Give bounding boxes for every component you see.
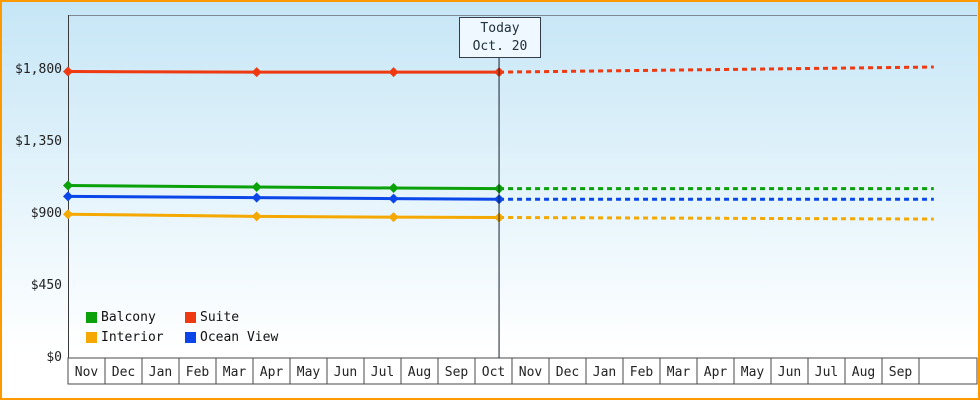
legend-item-suite: Suite xyxy=(185,310,278,325)
y-tick-label-900: $900 xyxy=(30,206,62,221)
legend-item-balcony: Balcony xyxy=(86,310,183,325)
svg-text:Feb: Feb xyxy=(630,365,654,380)
svg-text:Jul: Jul xyxy=(815,365,838,380)
svg-text:Jan: Jan xyxy=(593,365,616,380)
svg-text:Dec: Dec xyxy=(112,365,135,380)
svg-text:Aug: Aug xyxy=(852,365,875,380)
svg-text:Aug: Aug xyxy=(408,365,431,380)
svg-text:Jun: Jun xyxy=(334,365,357,380)
y-tick-label-450: $450 xyxy=(30,278,62,293)
legend-label-suite: Suite xyxy=(200,310,240,325)
y-tick-label-0: $0 xyxy=(46,350,62,365)
svg-text:Feb: Feb xyxy=(186,365,210,380)
balcony-color-swatch xyxy=(86,312,97,323)
svg-text:Sep: Sep xyxy=(889,365,913,380)
svg-text:May: May xyxy=(741,365,765,380)
today-label-line1: Today xyxy=(480,20,520,36)
legend-item-ocean-view: Ocean View xyxy=(185,330,278,345)
svg-text:Jun: Jun xyxy=(778,365,801,380)
svg-text:Nov: Nov xyxy=(519,365,543,380)
y-tick-label-1800: $1,800 xyxy=(15,62,62,77)
svg-text:Mar: Mar xyxy=(223,365,247,380)
svg-text:Oct: Oct xyxy=(482,365,505,380)
legend-item-interior: Interior xyxy=(86,330,183,345)
ocean-view-color-swatch xyxy=(185,332,196,343)
svg-text:Mar: Mar xyxy=(667,365,691,380)
today-label-line2: Oct. 20 xyxy=(472,38,528,54)
y-tick-label-1350: $1,350 xyxy=(15,134,62,149)
svg-text:Sep: Sep xyxy=(445,365,469,380)
legend-label-ocean-view: Ocean View xyxy=(200,330,279,345)
svg-text:Apr: Apr xyxy=(260,365,284,380)
svg-text:Jul: Jul xyxy=(371,365,394,380)
svg-text:Apr: Apr xyxy=(704,365,728,380)
chart-legend: Balcony Suite Interior Ocean View xyxy=(86,310,278,345)
svg-text:Nov: Nov xyxy=(75,365,99,380)
svg-text:Jan: Jan xyxy=(149,365,172,380)
today-marker-label: Today Oct. 20 xyxy=(459,17,541,58)
svg-text:May: May xyxy=(297,365,321,380)
legend-label-balcony: Balcony xyxy=(101,310,156,325)
suite-color-swatch xyxy=(185,312,196,323)
legend-label-interior: Interior xyxy=(101,330,164,345)
interior-color-swatch xyxy=(86,332,97,343)
svg-text:Dec: Dec xyxy=(556,365,579,380)
